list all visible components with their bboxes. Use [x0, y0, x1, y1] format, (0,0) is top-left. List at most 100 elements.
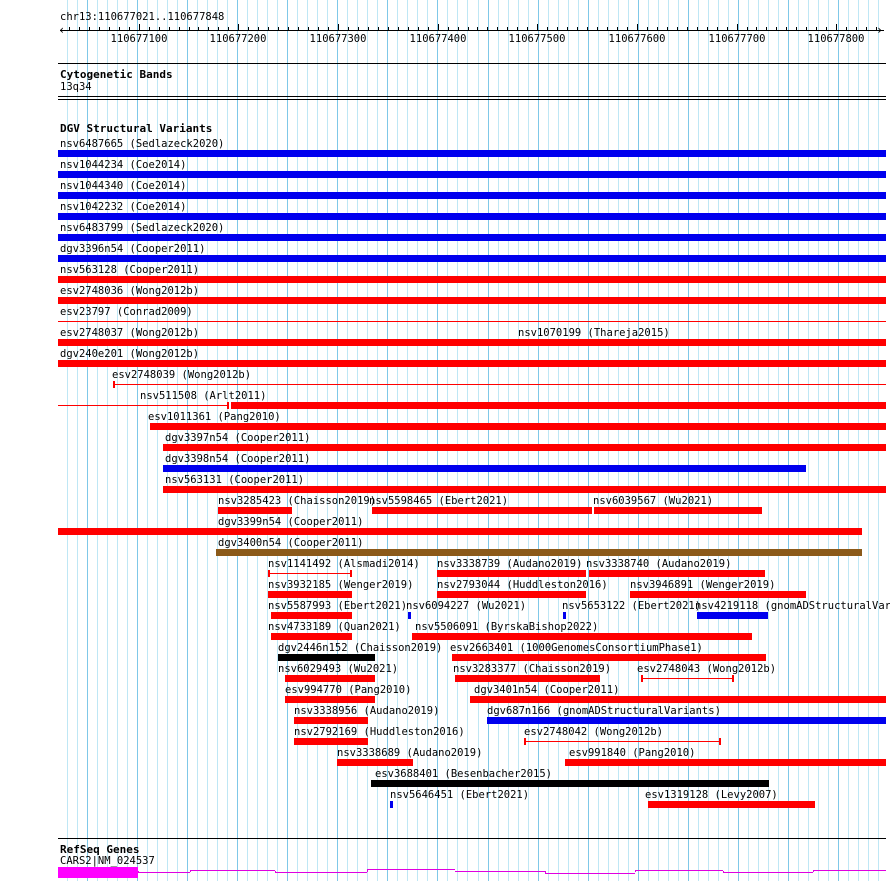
variant-bar[interactable] [697, 612, 768, 619]
variant-bar[interactable] [58, 213, 886, 220]
variant-extent-line[interactable] [270, 573, 350, 574]
variant-label[interactable]: nsv5653122 (Ebert2021) [562, 600, 702, 612]
variant-label[interactable]: nsv563131 (Cooper2011) [165, 474, 305, 486]
variant-bar[interactable] [58, 192, 886, 199]
variant-label[interactable]: nsv3283377 (Chaisson2019) [453, 663, 612, 675]
variant-bar[interactable] [58, 360, 886, 367]
variant-label[interactable]: nsv1042232 (Coe2014) [60, 201, 187, 213]
variant-bar[interactable] [58, 171, 886, 178]
variant-label[interactable]: esv994770 (Pang2010) [285, 684, 412, 696]
variant-label[interactable]: nsv511508 (Arlt2011) [140, 390, 267, 402]
variant-bar[interactable] [294, 717, 368, 724]
variant-bar[interactable] [437, 570, 586, 577]
variant-label[interactable]: nsv2792169 (Huddleston2016) [294, 726, 465, 738]
variant-label[interactable]: nsv4219118 (gnomADStructuralVariants) [695, 600, 890, 612]
variant-label[interactable]: nsv5646451 (Ebert2021) [390, 789, 530, 801]
variant-bar[interactable] [163, 486, 886, 493]
variant-bar[interactable] [268, 591, 352, 598]
variant-bar[interactable] [563, 612, 566, 619]
variant-label[interactable]: esv1319128 (Levy2007) [645, 789, 778, 801]
variant-bar[interactable] [58, 255, 886, 262]
variant-bar[interactable] [216, 549, 862, 556]
variant-bar[interactable] [231, 402, 886, 409]
variant-bar[interactable] [337, 759, 413, 766]
variant-bar[interactable] [371, 780, 769, 787]
variant-label[interactable]: esv3688401 (Besenbacher2015) [375, 768, 553, 780]
variant-bar[interactable] [452, 654, 766, 661]
variant-label[interactable]: dgv240e201 (Wong2012b) [60, 348, 200, 360]
variant-bar[interactable] [520, 339, 886, 346]
variant-label[interactable]: esv2748037 (Wong2012b) [60, 327, 200, 339]
variant-bar[interactable] [470, 696, 886, 703]
variant-label[interactable]: dgv3400n54 (Cooper2011) [218, 537, 364, 549]
variant-bar[interactable] [58, 276, 886, 283]
variant-label[interactable]: nsv6483799 (Sedlazeck2020) [60, 222, 225, 234]
variant-label[interactable]: esv2663401 (1000GenomesConsortiumPhase1) [450, 642, 703, 654]
variant-bar[interactable] [487, 717, 886, 724]
cytoband-label-13q34[interactable]: 13q34 [60, 81, 92, 93]
gene-label[interactable]: CARS2|NM_024537 [60, 855, 155, 867]
variant-bar[interactable] [648, 801, 815, 808]
variant-bar[interactable] [163, 444, 886, 451]
variant-label[interactable]: esv23797 (Conrad2009) [60, 306, 193, 318]
variant-bar[interactable] [271, 633, 352, 640]
variant-label[interactable]: nsv3946891 (Wenger2019) [630, 579, 776, 591]
variant-bar[interactable] [372, 507, 592, 514]
variant-bar[interactable] [58, 150, 886, 157]
variant-label[interactable]: dgv3396n54 (Cooper2011) [60, 243, 206, 255]
variant-bar[interactable] [285, 675, 375, 682]
variant-label[interactable]: nsv6094227 (Wu2021) [406, 600, 527, 612]
variant-label[interactable]: nsv6029493 (Wu2021) [278, 663, 399, 675]
variant-bar[interactable] [594, 507, 762, 514]
variant-label[interactable]: dgv3398n54 (Cooper2011) [165, 453, 311, 465]
variant-label[interactable]: esv2748036 (Wong2012b) [60, 285, 200, 297]
variant-extent-line[interactable] [526, 741, 719, 742]
variant-label[interactable]: nsv3338739 (Audano2019) [437, 558, 583, 570]
variant-bar[interactable] [58, 297, 886, 304]
variant-label[interactable]: dgv3399n54 (Cooper2011) [218, 516, 364, 528]
variant-bar[interactable] [150, 423, 886, 430]
variant-label[interactable]: dgv687n166 (gnomADStructuralVariants) [487, 705, 721, 717]
variant-label[interactable]: nsv5506091 (ByrskaBishop2022) [415, 621, 599, 633]
variant-bar[interactable] [278, 654, 375, 661]
variant-label[interactable]: esv991840 (Pang2010) [569, 747, 696, 759]
variant-bar[interactable] [294, 738, 368, 745]
variant-bar[interactable] [412, 633, 752, 640]
variant-label[interactable]: esv2748039 (Wong2012b) [112, 369, 252, 381]
variant-bar[interactable] [390, 801, 393, 808]
variant-label[interactable]: nsv6487665 (Sedlazeck2020) [60, 138, 225, 150]
variant-label[interactable]: nsv3338956 (Audano2019) [294, 705, 440, 717]
variant-label[interactable]: dgv2446n152 (Chaisson2019) [278, 642, 443, 654]
variant-bar[interactable] [218, 507, 292, 514]
variant-bar[interactable] [58, 321, 886, 322]
variant-label[interactable]: nsv5598465 (Ebert2021) [369, 495, 509, 507]
variant-label[interactable]: nsv6039567 (Wu2021) [593, 495, 714, 507]
variant-label[interactable]: esv2748042 (Wong2012b) [524, 726, 664, 738]
variant-label[interactable]: dgv3397n54 (Cooper2011) [165, 432, 311, 444]
variant-label[interactable]: nsv3932185 (Wenger2019) [268, 579, 414, 591]
variant-label[interactable]: esv2748043 (Wong2012b) [637, 663, 777, 675]
variant-bar[interactable] [408, 612, 411, 619]
variant-bar[interactable] [455, 675, 600, 682]
variant-extent-line[interactable] [115, 384, 886, 385]
variant-bar[interactable] [630, 591, 806, 598]
variant-bar[interactable] [437, 591, 586, 598]
variant-label[interactable]: nsv3338689 (Audano2019) [337, 747, 483, 759]
variant-bar[interactable] [58, 528, 862, 535]
variant-extent-line[interactable] [643, 678, 732, 679]
variant-bar[interactable] [565, 759, 886, 766]
variant-label[interactable]: nsv4733189 (Quan2021) [268, 621, 401, 633]
variant-bar[interactable] [58, 234, 886, 241]
variant-label[interactable]: nsv3285423 (Chaisson2019) [218, 495, 377, 507]
variant-label[interactable]: nsv1044340 (Coe2014) [60, 180, 187, 192]
variant-bar[interactable] [285, 696, 375, 703]
variant-label[interactable]: dgv3401n54 (Cooper2011) [474, 684, 620, 696]
gene-exon[interactable] [58, 867, 138, 878]
variant-label[interactable]: nsv5587993 (Ebert2021) [268, 600, 408, 612]
variant-bar[interactable] [589, 570, 765, 577]
variant-label[interactable]: esv1011361 (Pang2010) [148, 411, 281, 423]
variant-label[interactable]: nsv563128 (Cooper2011) [60, 264, 200, 276]
variant-bar[interactable] [271, 612, 352, 619]
variant-label[interactable]: nsv3338740 (Audano2019) [586, 558, 732, 570]
variant-label[interactable]: nsv1070199 (Thareja2015) [518, 327, 670, 339]
